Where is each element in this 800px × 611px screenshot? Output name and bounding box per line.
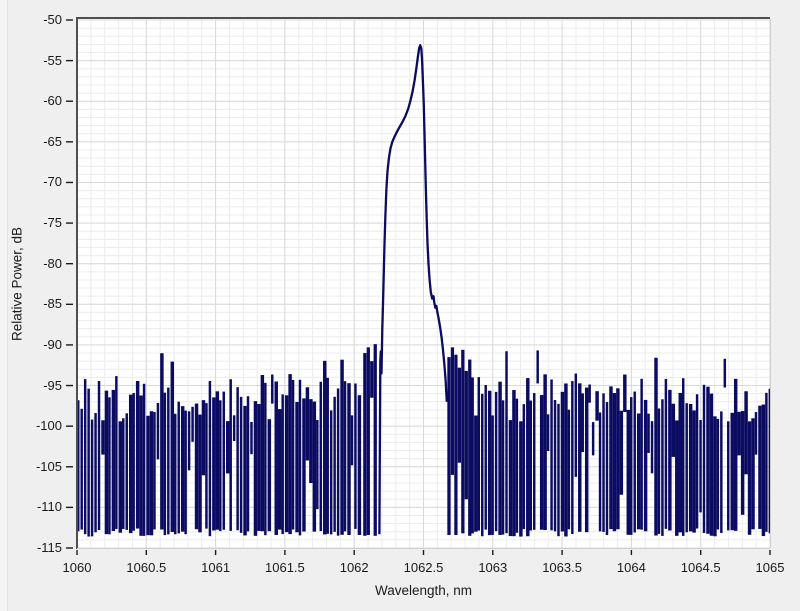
x-tick-label: 1063.5 [542, 560, 582, 575]
y-tick-label: -115 [36, 540, 62, 555]
y-tick-label: -65 [43, 133, 62, 149]
signal-peak-trace [378, 44, 448, 535]
x-tick-label: 1062 [339, 560, 369, 575]
x-tick-label: 1061 [201, 560, 231, 575]
y-tick-label: -55 [43, 52, 62, 68]
y-tick-label: -80 [43, 255, 62, 271]
plot-border [76, 17, 771, 549]
y-tick-label: -100 [35, 418, 62, 434]
y-tick-label: -50 [43, 12, 62, 27]
x-tick-label: 1060.5 [126, 560, 167, 575]
y-tick-label: -90 [43, 336, 62, 352]
y-tick-label: -105 [35, 458, 62, 474]
axis-tick-marks [66, 19, 771, 555]
x-tick-label: 1065 [755, 560, 785, 575]
y-tick-label: -85 [43, 296, 62, 312]
x-tick-label: 1062.5 [403, 560, 444, 575]
x-tick-label: 1064 [616, 560, 646, 575]
noise-floor-bars [77, 344, 770, 537]
y-tick-label: -60 [43, 93, 62, 109]
y-tick-label: -95 [43, 377, 62, 393]
panel-edge-line [7, 0, 8, 611]
panel-edge-strip [0, 0, 7, 611]
x-tick-label: 1063 [478, 560, 508, 575]
x-tick-label: 1061.5 [265, 560, 305, 575]
y-tick-label: -110 [36, 499, 62, 515]
x-axis-title: Wavelength, nm [374, 583, 473, 598]
y-tick-label: -75 [43, 215, 62, 231]
y-tick-label: -70 [43, 174, 62, 190]
x-tick-label: 1060 [62, 560, 92, 575]
x-tick-label: 1064.5 [680, 560, 721, 575]
